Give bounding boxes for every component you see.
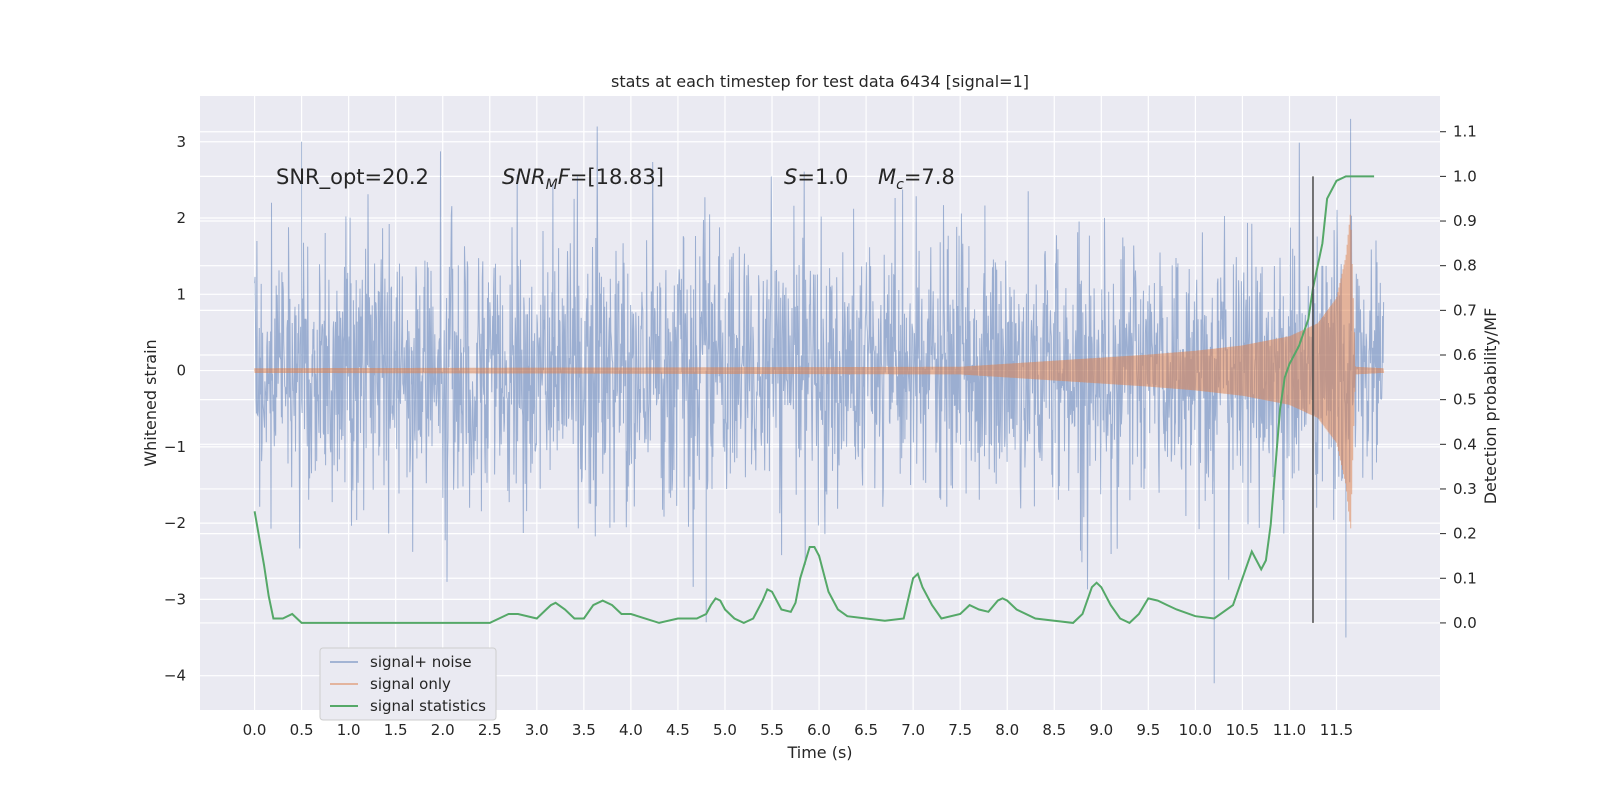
legend: signal+ noise signal only signal statist… xyxy=(319,647,497,721)
x-tick-label: 9.5 xyxy=(1136,721,1160,739)
x-tick-label: 3.5 xyxy=(572,721,596,739)
y-left-tick-label: 3 xyxy=(176,133,186,151)
y-left-tick-label: 0 xyxy=(176,362,186,380)
annotation-s: S=1.0 xyxy=(784,165,848,189)
legend-label-signal-statistics: signal statistics xyxy=(370,697,486,715)
y-left-tick-label: 1 xyxy=(176,285,186,303)
annotation-snr-mf-subscript: M xyxy=(546,177,558,193)
y-right-tick-label: 0.7 xyxy=(1453,301,1477,319)
signal-only-series xyxy=(254,214,1385,529)
x-axis-ticks: 0.0 0.5 1.0 1.5 2.0 2.5 3.0 3.5 4.0 4.5 5.0 5.5 6.0 6… xyxy=(243,721,1354,739)
x-tick-label: 8.5 xyxy=(1042,721,1066,739)
x-tick-label: 10.5 xyxy=(1226,721,1259,739)
x-tick-label: 6.0 xyxy=(807,721,831,739)
y-right-tick-label: 1.0 xyxy=(1453,167,1477,185)
x-tick-label: 4.5 xyxy=(666,721,690,739)
legend-box xyxy=(319,647,497,721)
annotation-snr-mf: SNRMF=[18.83] xyxy=(502,165,664,193)
y-right-tick-label: 0.9 xyxy=(1453,212,1477,230)
annotations: SNR_opt=20.2 SNRMF=[18.83] S=1.0 Mc=7.8 xyxy=(276,165,955,193)
legend-label-signal-only: signal only xyxy=(370,675,451,693)
x-tick-label: 7.0 xyxy=(901,721,925,739)
y-right-tick-label: 0.2 xyxy=(1453,525,1477,543)
x-tick-label: 7.5 xyxy=(948,721,972,739)
y-left-tick-label: 2 xyxy=(176,209,186,227)
y-left-tick-label: −3 xyxy=(164,590,186,608)
y-right-tick-label: 0.4 xyxy=(1453,435,1477,453)
x-tick-label: 6.5 xyxy=(854,721,878,739)
plot-area xyxy=(253,118,1385,684)
y-right-axis-ticks: 1.1 1.0 0.9 0.8 0.7 0.6 0.5 0.4 0.3 0.2 0.1 0.0 xyxy=(1440,123,1477,632)
x-tick-label: 11.5 xyxy=(1320,721,1353,739)
x-tick-label: 0.0 xyxy=(243,721,267,739)
x-tick-label: 5.5 xyxy=(760,721,784,739)
x-tick-label: 9.0 xyxy=(1089,721,1113,739)
x-tick-label: 11.0 xyxy=(1273,721,1306,739)
annotation-s-symbol: S xyxy=(784,165,797,189)
y-right-tick-label: 0.1 xyxy=(1453,569,1477,587)
annotation-s-value: =1.0 xyxy=(797,165,848,189)
y-right-tick-label: 0.8 xyxy=(1453,257,1477,275)
y-left-tick-label: −4 xyxy=(164,667,186,685)
y-right-tick-label: 1.1 xyxy=(1453,123,1477,141)
annotation-mc-value: =7.8 xyxy=(904,165,955,189)
annotation-mc-symbol: M xyxy=(878,165,896,189)
y-right-tick-label: 0.3 xyxy=(1453,480,1477,498)
annotation-snr-opt: SNR_opt=20.2 xyxy=(276,165,429,190)
y-left-axis-ticks: 3 2 1 0 −1 −2 −3 −4 xyxy=(164,133,186,685)
x-tick-label: 0.5 xyxy=(290,721,314,739)
annotation-snr-mf-symbol: SNR xyxy=(502,165,546,189)
x-axis-label: Time (s) xyxy=(786,743,852,762)
x-tick-label: 2.5 xyxy=(478,721,502,739)
legend-label-signal-noise: signal+ noise xyxy=(370,653,472,671)
y-left-axis-label: Whitened strain xyxy=(141,339,160,466)
y-left-tick-label: −2 xyxy=(164,514,186,532)
annotation-mc: Mc=7.8 xyxy=(878,165,955,193)
y-right-tick-label: 0.6 xyxy=(1453,346,1477,364)
x-tick-label: 1.5 xyxy=(384,721,408,739)
x-tick-label: 4.0 xyxy=(619,721,643,739)
annotation-snr-mf-tail: F xyxy=(558,165,571,189)
y-right-axis-label: Detection probability/MF xyxy=(1481,308,1500,505)
y-right-tick-label: 0.0 xyxy=(1453,614,1477,632)
x-tick-label: 8.0 xyxy=(995,721,1019,739)
annotation-snr-mf-value: =[18.83] xyxy=(570,165,664,189)
chart-title: stats at each timestep for test data 643… xyxy=(611,72,1029,91)
x-tick-label: 3.0 xyxy=(525,721,549,739)
y-left-tick-label: −1 xyxy=(164,438,186,456)
x-tick-label: 1.0 xyxy=(337,721,361,739)
x-tick-label: 5.0 xyxy=(713,721,737,739)
x-tick-label: 2.0 xyxy=(431,721,455,739)
y-right-tick-label: 0.5 xyxy=(1453,391,1477,409)
annotation-mc-subscript: c xyxy=(896,177,904,193)
signal-statistics-series xyxy=(253,175,1375,625)
x-tick-label: 10.0 xyxy=(1179,721,1212,739)
